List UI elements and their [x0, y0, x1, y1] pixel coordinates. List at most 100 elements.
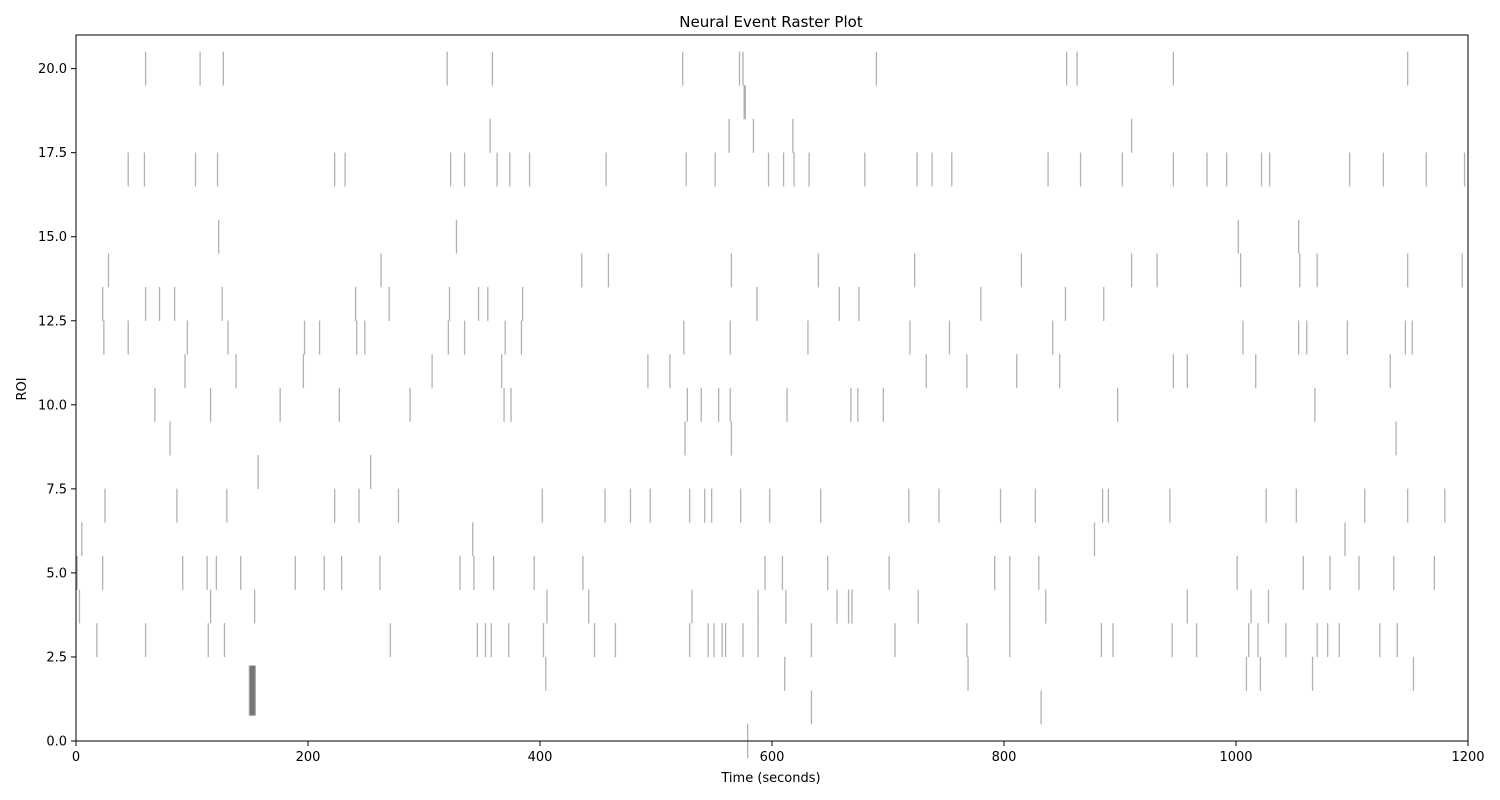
event-mark — [1040, 690, 1042, 725]
event-mark — [431, 354, 433, 389]
event-mark — [182, 555, 184, 590]
event-mark — [484, 623, 487, 658]
event-mark — [209, 387, 212, 422]
event-mark — [356, 320, 358, 355]
event-mark — [222, 51, 224, 86]
event-mark — [1112, 623, 1114, 658]
event-mark — [683, 320, 685, 355]
event-mark — [850, 387, 852, 422]
event-mark — [688, 623, 691, 658]
event-mark — [769, 488, 771, 523]
event-mark — [338, 387, 340, 422]
event-mark — [496, 152, 498, 187]
event-mark — [838, 286, 840, 321]
event-mark — [334, 152, 336, 187]
event-mark — [1316, 623, 1318, 658]
event-mark — [742, 51, 744, 86]
event-mark — [323, 555, 325, 590]
event-mark — [614, 623, 617, 658]
event-mark — [704, 488, 706, 523]
event-mark — [1407, 253, 1409, 288]
event-mark — [752, 118, 755, 153]
event-mark — [810, 690, 813, 725]
event-mark — [227, 320, 229, 355]
event-mark — [1186, 354, 1188, 389]
event-mark — [389, 623, 392, 658]
event-mark — [448, 286, 451, 321]
event-mark — [875, 51, 878, 86]
event-mark — [520, 320, 523, 355]
event-mark — [916, 152, 918, 187]
event-mark — [1411, 320, 1413, 355]
event-mark — [1311, 656, 1314, 691]
event-mark — [1404, 320, 1407, 355]
event-mark — [1065, 51, 1068, 86]
event-mark — [218, 219, 220, 254]
event-mark — [793, 152, 795, 187]
event-mark — [1395, 421, 1397, 456]
event-mark — [354, 286, 357, 321]
event-mark — [302, 354, 305, 389]
event-mark — [194, 152, 197, 187]
event-mark — [888, 555, 890, 590]
event-mark — [158, 286, 161, 321]
event-mark — [1306, 320, 1308, 355]
event-mark — [744, 85, 746, 120]
event-mark — [742, 623, 744, 658]
y-tick-label: 17.5 — [38, 146, 67, 161]
event-mark — [127, 152, 129, 187]
event-mark — [951, 152, 953, 187]
event-mark — [380, 253, 382, 288]
y-tick-label: 12.5 — [38, 314, 67, 329]
event-mark — [409, 387, 411, 422]
event-mark — [503, 387, 505, 422]
event-mark — [1169, 488, 1171, 523]
event-mark — [713, 623, 715, 658]
event-mark — [1255, 354, 1257, 389]
event-mark — [1389, 354, 1391, 389]
event-mark — [1034, 488, 1036, 523]
event-mark — [102, 555, 104, 590]
event-mark — [1101, 488, 1104, 523]
event-mark — [1285, 623, 1287, 658]
event-mark — [1172, 51, 1175, 86]
event-mark — [1358, 555, 1360, 590]
event-mark — [154, 387, 156, 422]
event-mark — [143, 152, 146, 187]
event-mark — [303, 320, 306, 355]
event-mark — [504, 320, 506, 355]
event-mark — [528, 152, 531, 187]
event-mark — [1059, 354, 1061, 389]
event-mark — [510, 387, 512, 422]
event-mark — [1009, 589, 1011, 624]
event-mark — [1172, 152, 1175, 187]
event-mark — [1433, 555, 1436, 590]
event-mark — [847, 589, 850, 624]
event-mark — [489, 118, 491, 153]
event-mark — [629, 488, 632, 523]
event-mark — [358, 488, 360, 523]
y-tick-label: 5.0 — [46, 566, 67, 581]
event-mark — [857, 387, 859, 422]
event-mark — [730, 421, 733, 456]
event-mark — [1295, 488, 1297, 523]
event-mark — [688, 488, 691, 523]
event-mark — [235, 354, 237, 389]
event-mark — [501, 354, 503, 389]
event-mark — [459, 555, 461, 590]
event-mark — [582, 555, 584, 590]
event-mark — [1326, 623, 1329, 658]
event-mark — [691, 589, 693, 624]
event-mark — [1047, 152, 1049, 187]
event-mark — [994, 555, 996, 590]
event-mark — [76, 555, 78, 590]
event-mark — [542, 623, 545, 658]
event-mark — [1172, 354, 1175, 389]
event-mark — [1444, 488, 1446, 523]
plot-background — [76, 35, 1468, 741]
chart-title: Neural Event Raster Plot — [679, 13, 863, 31]
event-mark — [757, 589, 759, 624]
event-mark — [215, 555, 218, 590]
event-mark — [917, 589, 919, 624]
event-mark — [1009, 555, 1011, 590]
